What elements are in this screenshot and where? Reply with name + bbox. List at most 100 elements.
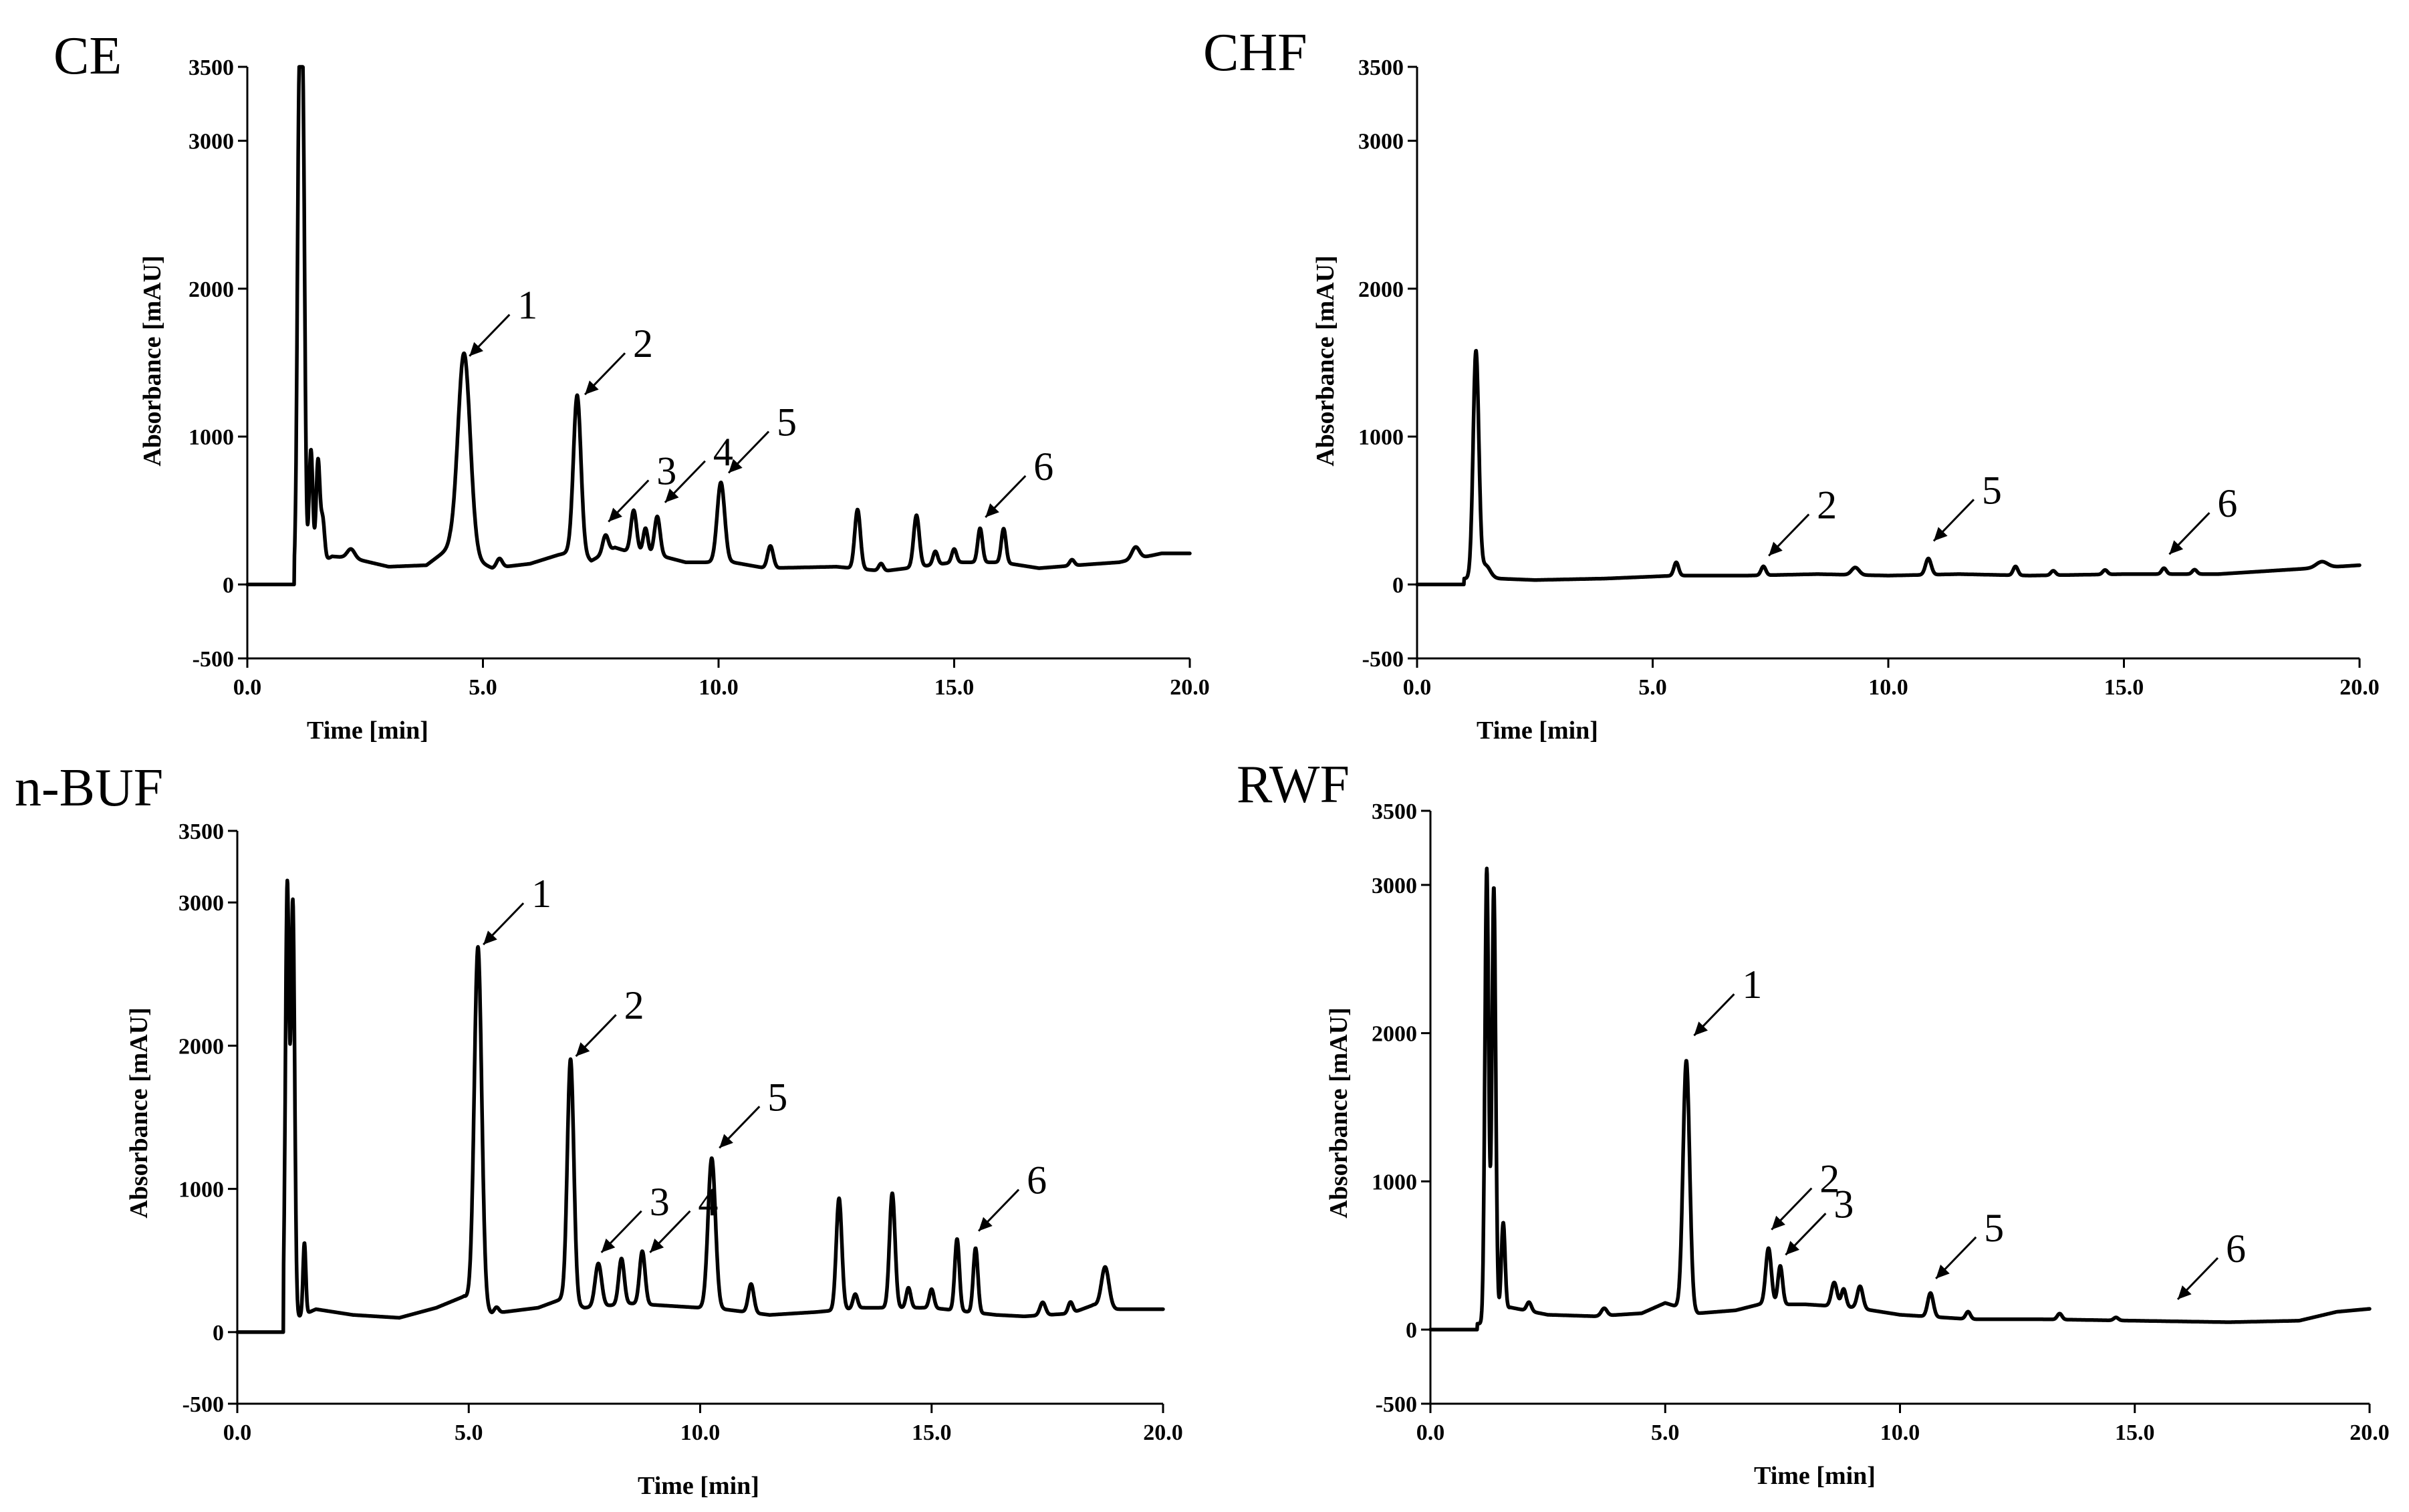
arrowhead bbox=[1769, 541, 1783, 556]
peak-annotation: 3 bbox=[600, 1180, 670, 1253]
y-tick-label: 3000 bbox=[188, 130, 234, 154]
peak-annotation: 6 bbox=[985, 445, 1053, 518]
peak-annotation: 5 bbox=[1932, 468, 2002, 542]
arrowhead bbox=[1785, 1241, 1799, 1255]
y-tick-label: 3000 bbox=[1358, 130, 1404, 154]
panel-label: RWF bbox=[1237, 755, 1350, 814]
peak-number-label: 5 bbox=[767, 1075, 787, 1119]
y-axis-title: Absorbance [mAU] bbox=[138, 255, 166, 467]
peak-number-label: 1 bbox=[517, 283, 537, 328]
arrowhead bbox=[2177, 1285, 2192, 1299]
peak-number-label: 6 bbox=[1033, 445, 1053, 489]
x-tick-label: 0.0 bbox=[223, 1420, 252, 1445]
peak-number-label: 2 bbox=[624, 983, 644, 1027]
y-tick-label: -500 bbox=[193, 647, 234, 672]
y-tick-label: 2000 bbox=[1358, 277, 1404, 302]
peak-number-label: 4 bbox=[698, 1180, 718, 1224]
peak-annotation: 2 bbox=[575, 983, 644, 1057]
peak-annotation: 2 bbox=[1768, 483, 1837, 557]
arrowhead bbox=[2169, 540, 2184, 555]
peak-number-label: 1 bbox=[1742, 963, 1762, 1007]
y-tick-label: 3500 bbox=[178, 820, 224, 844]
arrowhead bbox=[729, 459, 743, 473]
peak-annotation: 3 bbox=[1785, 1182, 1854, 1256]
y-tick-label: 3000 bbox=[1372, 874, 1417, 898]
y-tick-label: -500 bbox=[182, 1392, 224, 1417]
x-tick-label: 5.0 bbox=[1651, 1420, 1680, 1445]
x-tick-label: 15.0 bbox=[912, 1420, 952, 1445]
x-tick-label: 15.0 bbox=[2115, 1420, 2155, 1445]
peak-number-label: 2 bbox=[633, 322, 653, 366]
peak-annotation: 1 bbox=[469, 283, 537, 357]
x-tick-label: 10.0 bbox=[680, 1420, 721, 1445]
y-tick-label: 0 bbox=[1406, 1318, 1417, 1343]
x-tick-label: 5.0 bbox=[1638, 675, 1667, 700]
arrowhead bbox=[1936, 1264, 1950, 1279]
x-axis-title: Time [min] bbox=[1754, 1462, 1876, 1490]
peak-number-label: 6 bbox=[2217, 481, 2237, 525]
arrowhead bbox=[576, 1042, 590, 1057]
peak-annotation: 6 bbox=[2168, 481, 2237, 555]
x-tick-label: 10.0 bbox=[1880, 1420, 1920, 1445]
y-tick-label: 3000 bbox=[178, 891, 224, 916]
peak-number-label: 3 bbox=[650, 1180, 670, 1224]
y-tick-label: 3500 bbox=[188, 55, 234, 80]
peak-annotation: 4 bbox=[649, 1180, 718, 1253]
peak-number-label: 5 bbox=[777, 400, 797, 445]
y-tick-label: 0 bbox=[223, 573, 234, 598]
x-tick-label: 15.0 bbox=[2104, 675, 2144, 700]
arrowhead bbox=[608, 507, 622, 522]
y-axis-title: Absorbance [mAU] bbox=[1311, 255, 1340, 467]
x-tick-label: 5.0 bbox=[469, 675, 497, 700]
peak-number-label: 3 bbox=[656, 449, 676, 493]
y-tick-label: 3500 bbox=[1358, 55, 1404, 80]
chromatogram-trace bbox=[1415, 348, 2362, 587]
y-tick-label: 0 bbox=[213, 1321, 224, 1346]
arrowhead bbox=[985, 503, 999, 517]
x-tick-label: 10.0 bbox=[699, 675, 739, 700]
peak-annotation: 5 bbox=[1935, 1206, 2004, 1279]
arrowhead bbox=[601, 1238, 616, 1253]
y-tick-label: 2000 bbox=[178, 1034, 224, 1059]
arrowhead bbox=[650, 1238, 664, 1253]
peak-annotation: 6 bbox=[977, 1158, 1047, 1232]
x-tick-label: 15.0 bbox=[934, 675, 975, 700]
x-axis-title: Time [min] bbox=[638, 1472, 759, 1500]
arrowhead bbox=[979, 1217, 993, 1231]
peak-annotation: 5 bbox=[719, 1075, 787, 1149]
x-tick-label: 20.0 bbox=[2339, 675, 2380, 700]
chart-panel-ce: CE Time [min] Absorbance [mAU] -500 0 1000… bbox=[53, 27, 1210, 745]
x-tick-label: 0.0 bbox=[1416, 1420, 1445, 1445]
peak-number-label: 5 bbox=[1984, 1206, 2004, 1250]
peak-annotation: 6 bbox=[2176, 1227, 2246, 1300]
peak-number-label: 2 bbox=[1819, 1157, 1840, 1201]
peak-number-label: 6 bbox=[2226, 1227, 2246, 1271]
chart-panel-rwf: RWF Time [min] Absorbance [mAU] -500 0 100… bbox=[1237, 755, 2390, 1490]
chart-panel-n-buf: n-BUF Time [min] Absorbance [mAU] -500 0 1… bbox=[15, 759, 1183, 1500]
peak-number-label: 2 bbox=[1817, 483, 1837, 527]
x-tick-label: 10.0 bbox=[1868, 675, 1908, 700]
peak-annotation: 1 bbox=[1693, 963, 1762, 1037]
peak-number-label: 5 bbox=[1982, 468, 2002, 512]
peak-annotation: 4 bbox=[664, 430, 733, 503]
peak-number-label: 1 bbox=[531, 872, 551, 916]
arrowhead bbox=[469, 342, 483, 356]
chromatogram-trace bbox=[235, 878, 1165, 1334]
y-tick-label: 1000 bbox=[1372, 1170, 1417, 1194]
arrowhead bbox=[719, 1134, 733, 1148]
y-tick-label: -500 bbox=[1376, 1392, 1417, 1417]
arrowhead bbox=[1771, 1215, 1785, 1230]
y-axis-title: Absorbance [mAU] bbox=[125, 1007, 153, 1219]
x-axis-title: Time [min] bbox=[307, 717, 428, 745]
panel-label: CE bbox=[53, 27, 122, 86]
y-tick-label: 1000 bbox=[188, 425, 234, 450]
y-tick-label: 2000 bbox=[188, 277, 234, 302]
peak-number-label: 4 bbox=[713, 430, 733, 474]
x-tick-label: 0.0 bbox=[1403, 675, 1432, 700]
chromatogram-trace bbox=[1428, 866, 2372, 1332]
arrowhead bbox=[664, 488, 679, 503]
y-tick-label: 2000 bbox=[1372, 1022, 1417, 1047]
peak-annotation: 3 bbox=[608, 449, 676, 523]
x-tick-label: 20.0 bbox=[1143, 1420, 1183, 1445]
